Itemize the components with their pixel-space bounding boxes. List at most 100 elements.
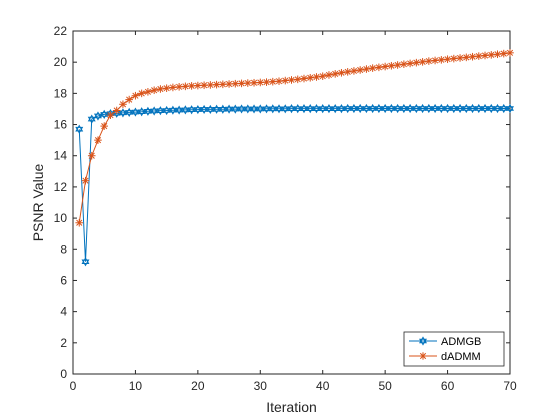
data-point	[412, 58, 421, 67]
data-point	[462, 103, 471, 114]
data-point	[506, 49, 514, 57]
data-point	[281, 76, 290, 85]
data-point	[331, 70, 339, 78]
data-point	[493, 103, 502, 114]
data-point	[156, 85, 165, 93]
data-point	[169, 83, 177, 92]
data-point	[374, 103, 383, 114]
data-point	[125, 107, 134, 117]
data-point	[325, 71, 333, 79]
data-point	[337, 104, 346, 114]
data-point	[425, 57, 433, 65]
data-point	[281, 104, 290, 114]
data-point	[499, 103, 508, 114]
data-point	[437, 56, 446, 64]
legend-marker	[419, 352, 427, 360]
data-point	[349, 103, 358, 114]
data-point	[200, 104, 209, 115]
data-point	[100, 109, 109, 120]
data-point	[506, 103, 514, 114]
data-point	[487, 51, 496, 59]
data-point	[162, 105, 171, 116]
data-point	[137, 107, 146, 117]
data-point	[187, 105, 196, 115]
series-dadmm	[75, 49, 514, 227]
series-line-admgb	[78, 107, 510, 262]
data-point	[400, 60, 408, 69]
y-tick-label: 10	[54, 211, 68, 225]
data-point	[350, 67, 358, 75]
data-point	[368, 103, 377, 114]
data-point	[474, 103, 483, 114]
data-point	[362, 103, 371, 114]
series-layer	[75, 49, 514, 267]
data-point	[474, 52, 483, 60]
data-point	[243, 104, 252, 114]
data-point	[493, 50, 502, 59]
data-point	[312, 104, 321, 114]
data-point	[250, 104, 259, 114]
data-point	[450, 54, 458, 63]
data-point	[443, 103, 452, 114]
data-point	[237, 104, 246, 114]
data-point	[381, 103, 390, 114]
x-tick-label: 40	[316, 379, 330, 393]
data-point	[300, 74, 308, 83]
data-point	[356, 66, 364, 74]
data-point	[324, 104, 333, 114]
data-point	[406, 59, 414, 68]
data-point	[75, 218, 84, 227]
data-point	[131, 91, 140, 100]
data-point	[175, 105, 184, 115]
data-point	[437, 103, 446, 114]
data-point	[300, 104, 308, 114]
data-point	[362, 65, 371, 73]
data-point	[75, 124, 84, 134]
x-tick-label: 70	[503, 379, 517, 393]
data-point	[87, 151, 96, 160]
x-tick-label: 30	[254, 379, 268, 393]
data-point	[150, 86, 158, 95]
data-point	[343, 68, 352, 76]
y-tick-label: 14	[54, 149, 68, 163]
x-tick-label: 10	[129, 379, 143, 393]
data-point	[462, 53, 471, 62]
data-point	[456, 54, 464, 62]
data-point	[87, 114, 96, 124]
data-point	[262, 104, 271, 114]
y-tick-label: 0	[60, 367, 67, 381]
data-point	[387, 103, 396, 114]
legend-marker	[419, 336, 427, 346]
series-admgb	[75, 103, 514, 267]
data-point	[293, 104, 302, 114]
data-point	[393, 103, 402, 114]
data-point	[456, 103, 465, 114]
data-point	[424, 103, 433, 114]
y-tick-label: 6	[60, 273, 67, 287]
x-tick-labels: 0 10 20 30 40 50 60 70	[70, 379, 517, 393]
data-point	[418, 103, 427, 114]
data-point	[143, 106, 152, 116]
data-point	[431, 56, 439, 65]
data-point	[293, 75, 302, 84]
data-point	[337, 68, 346, 77]
data-point	[131, 107, 140, 117]
data-point	[312, 73, 321, 81]
data-point	[468, 103, 477, 114]
data-point	[81, 257, 90, 267]
data-point	[468, 52, 477, 61]
data-point	[275, 77, 283, 86]
data-point	[387, 61, 396, 70]
data-point	[106, 111, 115, 119]
data-point	[256, 104, 265, 114]
plot-area	[72, 30, 511, 375]
y-tick-label: 4	[60, 305, 67, 319]
data-point	[118, 108, 127, 118]
data-point	[449, 103, 458, 114]
y-tick-label: 22	[54, 24, 68, 38]
data-point	[412, 103, 421, 114]
data-point	[100, 122, 109, 130]
data-point	[137, 89, 146, 98]
data-point	[318, 72, 327, 81]
